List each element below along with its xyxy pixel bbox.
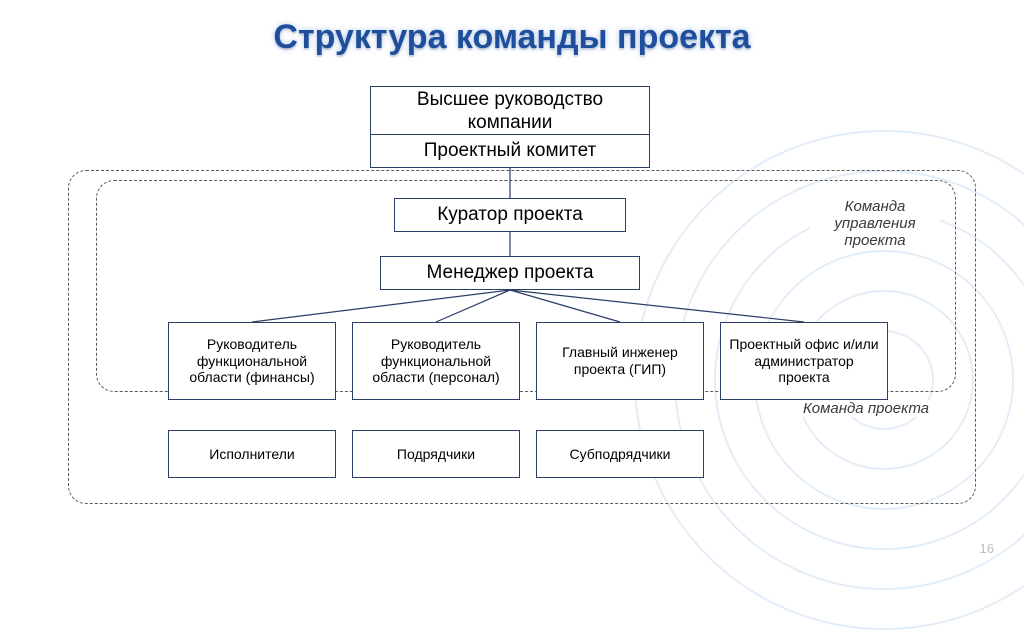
org-node-n5: Руководитель функциональной области (фин… — [168, 322, 336, 400]
org-node-n10: Подрядчики — [352, 430, 520, 478]
org-node-n9: Исполнители — [168, 430, 336, 478]
org-node-n7: Главный инженер проекта (ГИП) — [536, 322, 704, 400]
org-node-n6: Руководитель функциональной области (пер… — [352, 322, 520, 400]
page-title: Структура команды проекта — [0, 0, 1024, 57]
org-node-n1: Высшее руководство компании — [370, 86, 650, 138]
group-label-mgmt: Команда управления проекта — [810, 198, 940, 249]
org-node-n2: Проектный комитет — [370, 134, 650, 168]
org-node-n8: Проектный офис и/или администратор проек… — [720, 322, 888, 400]
org-node-n3: Куратор проекта — [394, 198, 626, 232]
org-node-n4: Менеджер проекта — [380, 256, 640, 290]
group-label-project: Команда проекта — [776, 400, 956, 417]
page-number: 16 — [980, 541, 994, 556]
org-node-n11: Субподрядчики — [536, 430, 704, 478]
